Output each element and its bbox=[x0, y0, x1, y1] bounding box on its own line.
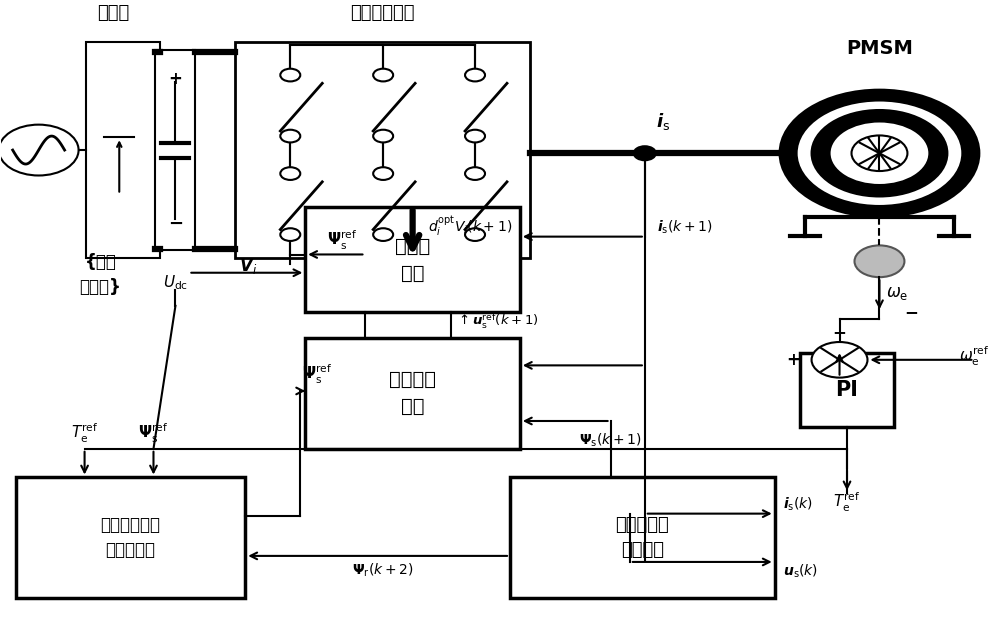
Circle shape bbox=[812, 342, 867, 378]
Text: PI: PI bbox=[836, 380, 858, 400]
FancyBboxPatch shape bbox=[305, 338, 520, 449]
Circle shape bbox=[280, 69, 300, 82]
FancyBboxPatch shape bbox=[155, 50, 195, 250]
Text: $T_{\rm e}^{\rm ref}$: $T_{\rm e}^{\rm ref}$ bbox=[833, 491, 861, 515]
Text: 磁链观测及
延时补偿: 磁链观测及 延时补偿 bbox=[615, 516, 669, 559]
Circle shape bbox=[465, 130, 485, 143]
FancyBboxPatch shape bbox=[510, 477, 775, 598]
FancyBboxPatch shape bbox=[305, 207, 520, 312]
Text: $\boldsymbol{\Psi}_{\rm s}(k+1)$: $\boldsymbol{\Psi}_{\rm s}(k+1)$ bbox=[579, 431, 642, 449]
Text: $\boldsymbol{\Psi}_{\rm s}^{\rm ref}$: $\boldsymbol{\Psi}_{\rm s}^{\rm ref}$ bbox=[302, 363, 332, 387]
Text: $\uparrow \boldsymbol{u}_{\rm s}^{\rm ref}(k+1)$: $\uparrow \boldsymbol{u}_{\rm s}^{\rm re… bbox=[456, 312, 539, 331]
Circle shape bbox=[373, 168, 393, 180]
Text: 参考电压
计算: 参考电压 计算 bbox=[389, 371, 436, 416]
FancyBboxPatch shape bbox=[800, 354, 894, 427]
Circle shape bbox=[465, 69, 485, 82]
FancyBboxPatch shape bbox=[16, 477, 245, 598]
Text: $\boldsymbol{i}_{\rm s}(k)$: $\boldsymbol{i}_{\rm s}(k)$ bbox=[783, 496, 813, 513]
Circle shape bbox=[830, 122, 929, 185]
Text: −: − bbox=[904, 303, 918, 321]
Text: 占空比
计算: 占空比 计算 bbox=[395, 237, 430, 282]
Text: $\omega_{\rm e}$: $\omega_{\rm e}$ bbox=[886, 284, 909, 302]
Text: $\boldsymbol{u}_{\rm s}(k)$: $\boldsymbol{u}_{\rm s}(k)$ bbox=[783, 562, 818, 580]
Text: $\boldsymbol{i}_{\rm s}(k+1)$: $\boldsymbol{i}_{\rm s}(k+1)$ bbox=[657, 218, 713, 236]
Text: 整流器: 整流器 bbox=[97, 4, 129, 22]
Text: 定子磁链相角
参考值计算: 定子磁链相角 参考值计算 bbox=[101, 516, 161, 559]
Circle shape bbox=[373, 130, 393, 143]
Circle shape bbox=[812, 110, 947, 196]
Text: $T_{\rm e}^{\rm ref}$: $T_{\rm e}^{\rm ref}$ bbox=[71, 421, 98, 445]
Circle shape bbox=[373, 69, 393, 82]
Circle shape bbox=[280, 228, 300, 241]
Text: $\boldsymbol{\Psi}_{\rm s}^{\rm ref}$: $\boldsymbol{\Psi}_{\rm s}^{\rm ref}$ bbox=[327, 229, 357, 252]
Text: −: − bbox=[833, 324, 846, 341]
Text: $d_i^{\rm opt}V_i(k+1)$: $d_i^{\rm opt}V_i(k+1)$ bbox=[428, 215, 512, 238]
Circle shape bbox=[855, 245, 904, 277]
Text: +: + bbox=[169, 70, 182, 88]
Circle shape bbox=[797, 101, 962, 206]
Circle shape bbox=[280, 168, 300, 180]
Circle shape bbox=[373, 228, 393, 241]
Text: PMSM: PMSM bbox=[846, 39, 913, 58]
Text: $\omega_{\rm e}^{\rm ref}$: $\omega_{\rm e}^{\rm ref}$ bbox=[959, 345, 989, 368]
Text: $U_{\rm dc}$: $U_{\rm dc}$ bbox=[163, 273, 188, 292]
Circle shape bbox=[780, 90, 979, 217]
Text: $\boldsymbol{V}_i$: $\boldsymbol{V}_i$ bbox=[239, 255, 257, 276]
Circle shape bbox=[0, 125, 79, 175]
Circle shape bbox=[852, 136, 907, 171]
Text: 两电平逆变器: 两电平逆变器 bbox=[350, 4, 415, 22]
Text: {有限
控制集}: {有限 控制集} bbox=[80, 252, 121, 296]
FancyBboxPatch shape bbox=[86, 42, 160, 258]
Text: $\boldsymbol{\Psi}_{\rm r}(k+2)$: $\boldsymbol{\Psi}_{\rm r}(k+2)$ bbox=[352, 562, 414, 579]
Circle shape bbox=[634, 147, 656, 161]
Circle shape bbox=[465, 228, 485, 241]
Circle shape bbox=[465, 168, 485, 180]
Text: $\boldsymbol{\Psi}_{\rm s}^{\rm ref}$: $\boldsymbol{\Psi}_{\rm s}^{\rm ref}$ bbox=[138, 421, 168, 445]
Text: +: + bbox=[787, 351, 801, 369]
Circle shape bbox=[280, 130, 300, 143]
Text: $\boldsymbol{i}_{\rm s}$: $\boldsymbol{i}_{\rm s}$ bbox=[656, 111, 670, 132]
FancyBboxPatch shape bbox=[235, 42, 530, 258]
Text: −: − bbox=[168, 215, 183, 233]
